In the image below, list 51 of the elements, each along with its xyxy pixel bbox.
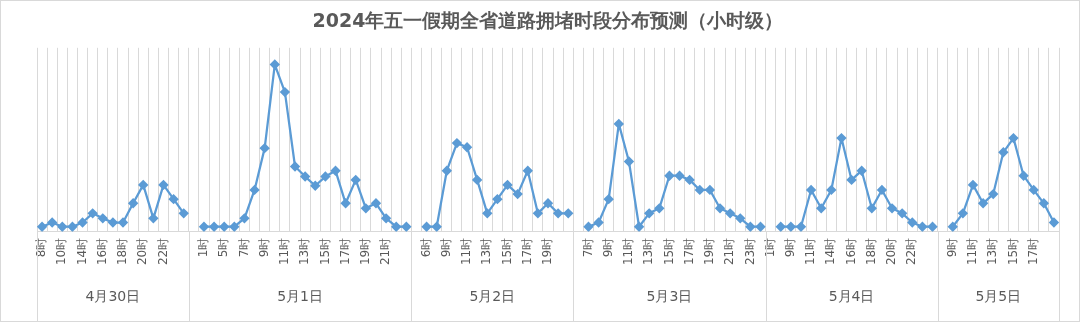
text: 5月4日 [828, 287, 875, 304]
text: 5月3日 [646, 287, 693, 304]
x-tick-label: 20时 [884, 237, 899, 266]
x-tick-label: 19时 [540, 237, 555, 266]
x-tick-label: 23时 [742, 237, 757, 266]
x-tick-label: 13时 [985, 237, 1000, 266]
x-tick-label: 17时 [681, 237, 696, 266]
x-tick-label: 22时 [155, 237, 170, 266]
x-tick-label: 9时 [600, 237, 615, 258]
x-tick-label: 7时 [580, 237, 595, 258]
x-tick-label: 18时 [115, 237, 130, 266]
x-tick-label: 1时 [196, 237, 211, 258]
x-tick-label: 7时 [236, 237, 251, 258]
x-tick-label: 17时 [337, 237, 352, 266]
x-tick-label: 13时 [641, 237, 656, 266]
x-tick-label: 15时 [661, 237, 676, 266]
x-tick-label: 19时 [702, 237, 717, 266]
x-tick-label: 5时 [216, 237, 231, 258]
x-tick-label: 16时 [94, 237, 109, 266]
x-tick-label: 20时 [135, 237, 150, 266]
x-tick-label: 16时 [843, 237, 858, 266]
x-tick-label: 21时 [722, 237, 737, 266]
x-tick-label: 10时 [54, 237, 69, 266]
text: 5月2日 [469, 287, 516, 304]
x-tick-label: 13时 [297, 237, 312, 266]
chart-title: 2024年五一假期全省道路拥堵时段分布预测（小时级） [312, 9, 784, 32]
x-tick-label: 9时 [438, 237, 453, 258]
x-tick-label: 19时 [357, 237, 372, 266]
text: 5月5日 [975, 287, 1022, 304]
x-tick-label: 9时 [944, 237, 959, 258]
x-tick-label: 9时 [782, 237, 797, 258]
x-tick-label: 11时 [277, 237, 292, 266]
text: 4月30日 [85, 287, 141, 304]
x-tick-label: 15时 [317, 237, 332, 266]
x-tick-label: 17时 [519, 237, 534, 266]
text: 5月1日 [277, 287, 323, 304]
x-tick-label: 21时 [378, 237, 393, 266]
x-tick-label: 14时 [823, 237, 838, 266]
x-tick-label: 11时 [965, 237, 980, 266]
x-tick-label: 11时 [803, 237, 818, 266]
x-tick-label: 17时 [1025, 237, 1040, 266]
x-tick-label: 9时 [256, 237, 271, 258]
x-tick-label: 15时 [499, 237, 514, 266]
x-tick-label: 15时 [1005, 237, 1020, 266]
x-tick-label: 14时 [74, 237, 89, 266]
x-tick-label: 11时 [459, 237, 474, 266]
x-tick-label: 13时 [479, 237, 494, 266]
x-tick-label: 6时 [418, 237, 433, 258]
x-tick-label: 18时 [863, 237, 878, 266]
x-tick-label: 22时 [904, 237, 919, 266]
x-tick-label: 11时 [621, 237, 636, 266]
